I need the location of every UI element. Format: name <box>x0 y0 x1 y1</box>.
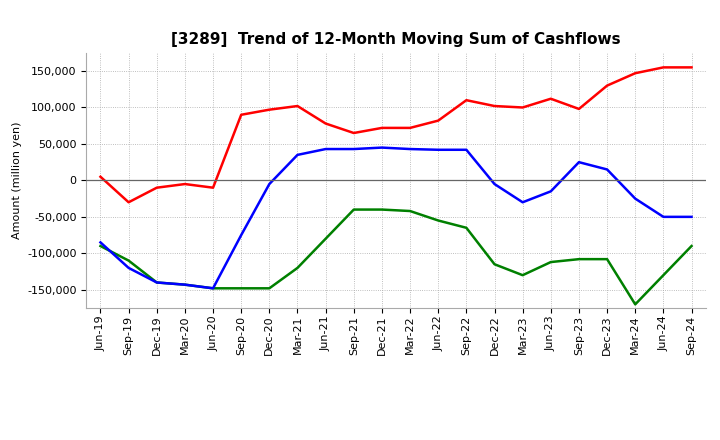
Investing Cashflow <box>603 257 611 262</box>
Operating Cashflow <box>687 65 696 70</box>
Operating Cashflow <box>349 130 358 136</box>
Investing Cashflow <box>209 286 217 291</box>
Investing Cashflow <box>96 243 105 249</box>
Free Cashflow <box>377 145 386 150</box>
Operating Cashflow <box>96 174 105 180</box>
Operating Cashflow <box>209 185 217 191</box>
Operating Cashflow <box>377 125 386 131</box>
Free Cashflow <box>181 282 189 287</box>
Free Cashflow <box>96 240 105 245</box>
Operating Cashflow <box>153 185 161 191</box>
Free Cashflow <box>546 189 555 194</box>
Operating Cashflow <box>603 83 611 88</box>
Free Cashflow <box>518 200 527 205</box>
Investing Cashflow <box>237 286 246 291</box>
Free Cashflow <box>406 147 415 152</box>
Free Cashflow <box>687 214 696 220</box>
Operating Cashflow <box>659 65 667 70</box>
Investing Cashflow <box>462 225 471 231</box>
Y-axis label: Amount (million yen): Amount (million yen) <box>12 121 22 239</box>
Free Cashflow <box>631 196 639 201</box>
Operating Cashflow <box>181 181 189 187</box>
Line: Operating Cashflow: Operating Cashflow <box>101 67 691 202</box>
Operating Cashflow <box>406 125 415 131</box>
Operating Cashflow <box>518 105 527 110</box>
Free Cashflow <box>321 147 330 152</box>
Free Cashflow <box>265 181 274 187</box>
Free Cashflow <box>349 147 358 152</box>
Operating Cashflow <box>546 96 555 101</box>
Operating Cashflow <box>265 107 274 112</box>
Investing Cashflow <box>490 262 499 267</box>
Investing Cashflow <box>265 286 274 291</box>
Investing Cashflow <box>546 260 555 265</box>
Investing Cashflow <box>153 280 161 285</box>
Free Cashflow <box>153 280 161 285</box>
Free Cashflow <box>434 147 443 152</box>
Free Cashflow <box>237 232 246 238</box>
Investing Cashflow <box>293 265 302 271</box>
Free Cashflow <box>603 167 611 172</box>
Operating Cashflow <box>434 118 443 123</box>
Investing Cashflow <box>406 209 415 214</box>
Free Cashflow <box>462 147 471 152</box>
Operating Cashflow <box>293 103 302 109</box>
Investing Cashflow <box>181 282 189 287</box>
Free Cashflow <box>125 265 133 271</box>
Operating Cashflow <box>575 106 583 112</box>
Investing Cashflow <box>377 207 386 212</box>
Operating Cashflow <box>631 70 639 76</box>
Investing Cashflow <box>659 272 667 278</box>
Free Cashflow <box>575 160 583 165</box>
Free Cashflow <box>659 214 667 220</box>
Free Cashflow <box>209 286 217 291</box>
Operating Cashflow <box>490 103 499 109</box>
Investing Cashflow <box>518 272 527 278</box>
Investing Cashflow <box>575 257 583 262</box>
Investing Cashflow <box>321 236 330 242</box>
Investing Cashflow <box>434 218 443 223</box>
Investing Cashflow <box>125 258 133 263</box>
Operating Cashflow <box>125 200 133 205</box>
Investing Cashflow <box>349 207 358 212</box>
Title: [3289]  Trend of 12-Month Moving Sum of Cashflows: [3289] Trend of 12-Month Moving Sum of C… <box>171 33 621 48</box>
Free Cashflow <box>293 152 302 158</box>
Free Cashflow <box>490 181 499 187</box>
Investing Cashflow <box>687 243 696 249</box>
Line: Investing Cashflow: Investing Cashflow <box>101 209 691 304</box>
Operating Cashflow <box>321 121 330 126</box>
Operating Cashflow <box>462 98 471 103</box>
Line: Free Cashflow: Free Cashflow <box>101 147 691 288</box>
Investing Cashflow <box>631 302 639 307</box>
Operating Cashflow <box>237 112 246 117</box>
